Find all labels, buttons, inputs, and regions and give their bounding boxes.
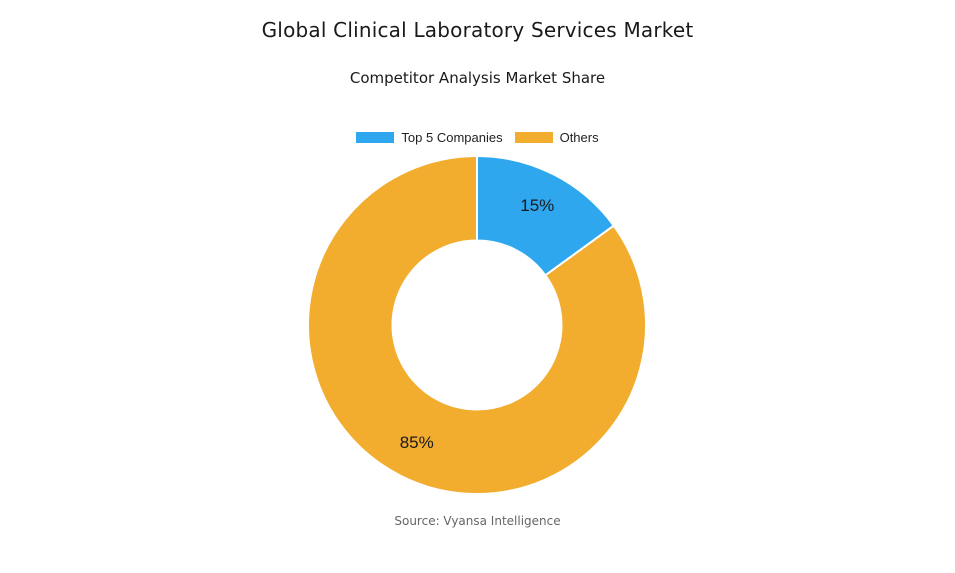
legend-label-others: Others bbox=[559, 130, 599, 145]
chart-subtitle: Competitor Analysis Market Share bbox=[349, 69, 606, 87]
data-label-top-5-companies: 15% bbox=[520, 196, 554, 215]
legend-label-top-5-companies: Top 5 Companies bbox=[401, 130, 503, 145]
legend-item-others[interactable]: Others bbox=[514, 130, 599, 145]
legend: Top 5 Companies Others bbox=[0, 130, 955, 145]
source-note: Source: Vyansa Intelligence bbox=[394, 514, 561, 528]
data-label-others: 85% bbox=[400, 433, 434, 452]
legend-item-top-5-companies[interactable]: Top 5 Companies bbox=[356, 130, 503, 145]
legend-swatch-top-5-companies bbox=[356, 132, 395, 143]
slice-others[interactable] bbox=[307, 154, 647, 495]
legend-swatch-others bbox=[514, 132, 553, 143]
chart-title: Global Clinical Laboratory Services Mark… bbox=[261, 18, 694, 42]
